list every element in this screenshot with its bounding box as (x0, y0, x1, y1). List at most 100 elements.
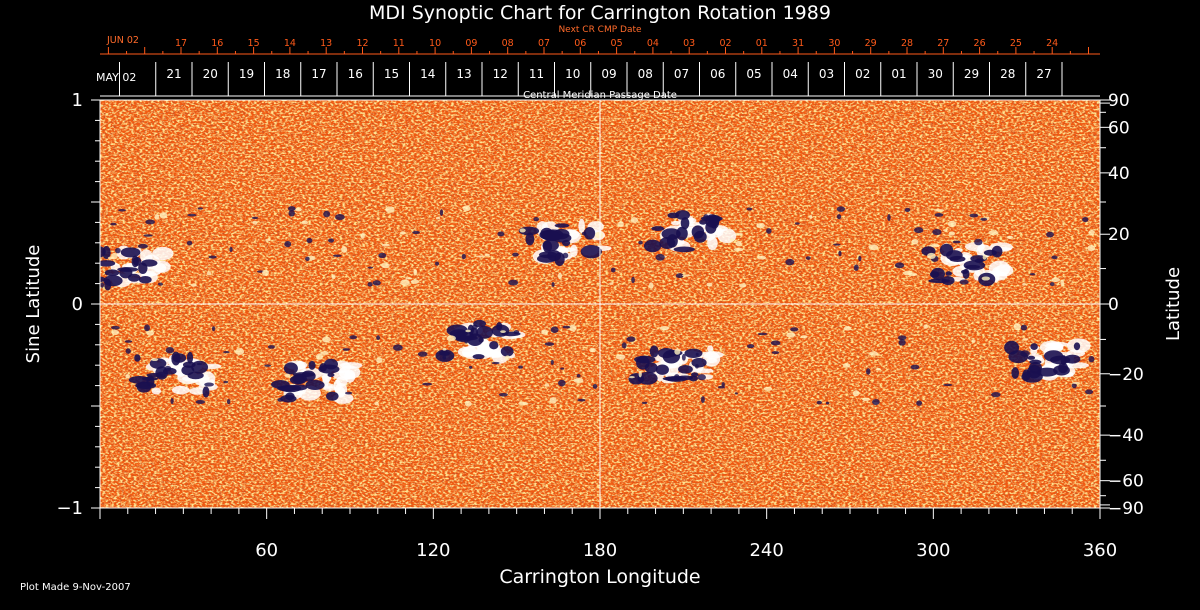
x-tick-label: 360 (1083, 540, 1117, 561)
negative-flux-patch (673, 246, 695, 253)
positive-network-patch (869, 351, 879, 356)
negative-network-patch (1046, 231, 1054, 238)
positive-network-patch (786, 332, 796, 338)
negative-network-patch (367, 266, 374, 269)
negative-network-patch (491, 361, 500, 365)
positive-flux-patch (151, 387, 162, 395)
cmp-day-label: 19 (239, 67, 254, 81)
y-right-tick-label: −90 (1108, 499, 1144, 519)
positive-network-patch (648, 282, 654, 289)
y-axis-right-label: Latitude (1163, 267, 1184, 341)
positive-network-patch (462, 205, 471, 212)
negative-network-patch (156, 371, 166, 378)
negative-flux-patch (965, 264, 981, 269)
negative-flux-patch (946, 250, 963, 261)
positive-network-patch (159, 212, 168, 219)
positive-network-patch (569, 324, 577, 332)
positive-network-patch (615, 354, 626, 360)
negative-flux-patch (708, 215, 721, 224)
positive-network-patch (252, 220, 258, 225)
negative-network-patch (675, 273, 684, 279)
positive-network-patch (1022, 283, 1026, 286)
next-cr-day-label: 25 (1010, 38, 1022, 49)
x-tick-label: 180 (583, 540, 617, 561)
y-right-tick-label: 90 (1108, 91, 1130, 111)
next-cr-day-label: 13 (320, 38, 332, 49)
negative-network-patch (372, 280, 381, 286)
cmp-day-label: 30 (928, 67, 943, 81)
negative-network-patch (969, 213, 979, 218)
negative-network-patch (681, 353, 686, 361)
positive-network-patch (315, 353, 324, 360)
negative-network-patch (592, 384, 598, 389)
positive-flux-patch (693, 368, 714, 374)
positive-network-patch (435, 216, 441, 220)
negative-flux-patch (678, 364, 693, 374)
positive-network-patch (706, 282, 713, 287)
negative-flux-patch (138, 275, 152, 284)
negative-network-patch (703, 214, 709, 221)
positive-network-patch (594, 231, 604, 239)
x-tick-label: 120 (416, 540, 450, 561)
cmp-day-label: 04 (783, 67, 798, 81)
cmp-day-label: 11 (529, 67, 544, 81)
positive-network-patch (1030, 383, 1035, 387)
positive-flux-patch (707, 345, 714, 352)
next-cr-day-label: 10 (429, 38, 441, 49)
next-cr-day-label: 28 (901, 38, 913, 49)
positive-network-patch (360, 232, 365, 239)
negative-network-patch (1082, 217, 1089, 223)
negative-network-patch (551, 282, 555, 287)
next-cr-day-label: 08 (502, 38, 514, 49)
positive-network-patch (609, 282, 614, 285)
negative-network-patch (1020, 324, 1028, 331)
positive-network-patch (111, 329, 120, 335)
negative-flux-patch (327, 372, 335, 378)
negative-flux-patch (693, 230, 707, 243)
negative-network-patch (816, 400, 823, 405)
negative-flux-patch (446, 324, 468, 337)
negative-network-patch (251, 216, 259, 220)
negative-network-patch (118, 208, 126, 212)
negative-network-patch (518, 365, 523, 369)
positive-flux-patch (995, 264, 1014, 277)
positive-network-patch (301, 220, 309, 225)
negative-network-patch (866, 368, 871, 375)
negative-network-patch (1029, 272, 1036, 276)
positive-flux-patch (339, 362, 363, 369)
negative-network-patch (790, 327, 799, 332)
negative-flux-patch (128, 376, 150, 384)
next-cr-day-label: 09 (465, 38, 477, 49)
negative-network-patch (550, 360, 554, 365)
negative-flux-patch (536, 254, 557, 263)
negative-flux-patch (1064, 354, 1081, 364)
negative-flux-patch (191, 360, 209, 374)
negative-network-patch (576, 373, 581, 378)
negative-network-patch (288, 210, 296, 217)
positive-network-patch (862, 397, 870, 402)
negative-flux-patch (500, 346, 514, 357)
x-axis: 60 120 180 240 300 360 (99, 508, 1117, 561)
negative-flux-patch (476, 326, 494, 339)
next-cr-day-label: 05 (611, 38, 623, 49)
negative-flux-patch (120, 247, 141, 258)
negative-flux-patch (580, 245, 602, 259)
cmp-day-label: 08 (638, 67, 653, 81)
positive-network-patch (442, 347, 447, 351)
next-cr-day-label: 30 (828, 38, 840, 49)
positive-network-patch (557, 272, 563, 279)
negative-flux-patch (324, 358, 338, 370)
x-axis-label: Carrington Longitude (499, 566, 700, 588)
negative-flux-patch (651, 226, 665, 231)
positive-network-patch (638, 370, 642, 378)
positive-flux-patch (332, 370, 356, 380)
positive-network-patch (475, 255, 486, 258)
negative-network-patch (533, 216, 540, 222)
positive-network-patch (681, 274, 691, 277)
positive-network-patch (322, 336, 331, 343)
positive-flux-patch (578, 218, 585, 234)
active-region (921, 241, 1014, 287)
positive-network-patch (385, 206, 395, 213)
negative-network-patch (111, 325, 120, 330)
